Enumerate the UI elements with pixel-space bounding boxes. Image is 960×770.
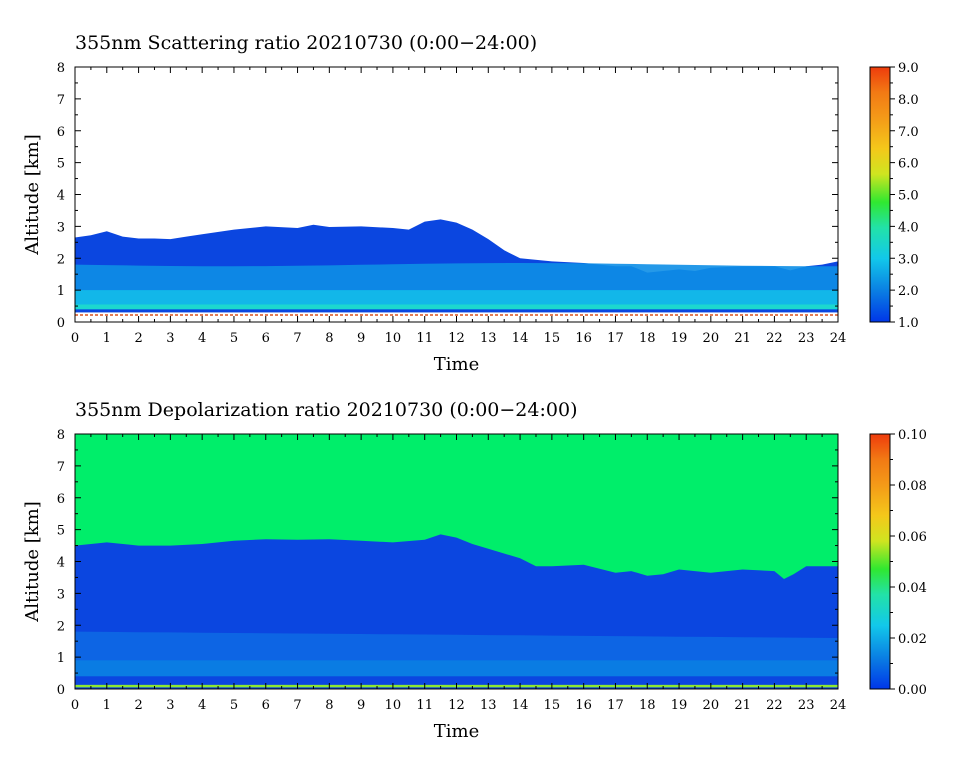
x-tick-label: 16: [575, 331, 592, 346]
x-tick-label: 5: [230, 331, 238, 346]
x-tick-label: 10: [385, 698, 402, 713]
colorbar-tick-label: 0.08: [898, 479, 927, 494]
colorbar-tick-label: 6.0: [898, 157, 919, 172]
x-tick-label: 15: [544, 698, 561, 713]
x-tick-label: 1: [103, 331, 111, 346]
x-tick-label: 15: [544, 331, 561, 346]
chart-panel-2: 355nm Depolarization ratio 20210730 (0:0…: [22, 399, 927, 742]
y-tick-label: 0: [57, 316, 65, 331]
x-tick-label: 6: [262, 331, 270, 346]
x-tick-label: 24: [830, 698, 847, 713]
x-tick-label: 22: [766, 698, 783, 713]
x-tick-label: 8: [325, 331, 333, 346]
y-tick-label: 4: [57, 556, 65, 571]
y-axis-label: Altitude [km]: [22, 134, 43, 256]
x-tick-label: 4: [198, 698, 206, 713]
x-tick-label: 13: [480, 331, 497, 346]
colorbar-tick-label: 0.04: [898, 581, 927, 596]
x-tick-label: 8: [325, 698, 333, 713]
colorbar-tick-label: 5.0: [898, 189, 919, 204]
x-tick-label: 19: [671, 331, 688, 346]
x-tick-label: 3: [166, 698, 174, 713]
y-tick-label: 5: [57, 157, 65, 172]
chart-title: 355nm Scattering ratio 20210730 (0:00−24…: [75, 32, 537, 54]
colorbar-tick-label: 0.10: [898, 428, 927, 443]
x-tick-label: 14: [512, 331, 529, 346]
x-axis-label: Time: [434, 721, 479, 742]
x-tick-label: 10: [385, 331, 402, 346]
y-tick-label: 4: [57, 189, 65, 204]
x-tick-label: 18: [639, 331, 656, 346]
y-tick-label: 5: [57, 524, 65, 539]
x-tick-label: 0: [71, 698, 79, 713]
colorbar-tick-label: 2.0: [898, 284, 919, 299]
colorbar-tick-label: 9.0: [898, 61, 919, 76]
x-tick-label: 2: [134, 698, 142, 713]
colorbar-tick-label: 3.0: [898, 252, 919, 267]
colorbar: [869, 66, 891, 323]
x-tick-label: 16: [575, 698, 592, 713]
y-tick-label: 7: [57, 93, 65, 108]
x-tick-label: 17: [607, 331, 624, 346]
x-tick-label: 22: [766, 331, 783, 346]
x-tick-label: 23: [798, 331, 815, 346]
colorbar-tick-label: 0.02: [898, 632, 927, 647]
x-tick-label: 4: [198, 331, 206, 346]
x-tick-label: 7: [293, 698, 301, 713]
x-tick-label: 5: [230, 698, 238, 713]
colorbar-tick-label: 0.06: [898, 530, 927, 545]
x-tick-label: 6: [262, 698, 270, 713]
colorbar-tick-label: 1.0: [898, 316, 919, 331]
y-tick-label: 1: [57, 284, 65, 299]
chart-panel-1: 355nm Scattering ratio 20210730 (0:00−24…: [22, 32, 919, 375]
x-tick-label: 2: [134, 331, 142, 346]
colorbar-tick-label: 0.00: [898, 683, 927, 698]
x-tick-label: 23: [798, 698, 815, 713]
y-tick-label: 3: [57, 220, 65, 235]
chart-title: 355nm Depolarization ratio 20210730 (0:0…: [75, 399, 577, 421]
x-tick-label: 14: [512, 698, 529, 713]
y-tick-label: 0: [57, 683, 65, 698]
x-tick-label: 12: [448, 698, 465, 713]
y-tick-label: 7: [57, 460, 65, 475]
low-layer-band: [75, 660, 838, 677]
x-tick-label: 3: [166, 331, 174, 346]
x-tick-label: 11: [416, 698, 433, 713]
colorbar: [869, 433, 891, 690]
colorbar-tick-label: 8.0: [898, 93, 919, 108]
x-tick-label: 7: [293, 331, 301, 346]
overlap-gap-band: [75, 309, 838, 313]
y-tick-label: 6: [57, 125, 65, 140]
x-tick-label: 0: [71, 331, 79, 346]
y-tick-label: 3: [57, 587, 65, 602]
x-tick-label: 18: [639, 698, 656, 713]
y-tick-label: 8: [57, 428, 65, 443]
x-tick-label: 19: [671, 698, 688, 713]
near-surface-band: [75, 304, 838, 310]
x-tick-label: 20: [703, 698, 720, 713]
y-tick-label: 8: [57, 61, 65, 76]
y-tick-label: 2: [57, 252, 65, 267]
y-axis-label: Altitude [km]: [22, 501, 43, 623]
x-tick-label: 12: [448, 331, 465, 346]
colorbar-tick-label: 7.0: [898, 125, 919, 140]
x-axis-label: Time: [434, 354, 479, 375]
x-tick-label: 24: [830, 331, 847, 346]
x-tick-label: 9: [357, 698, 365, 713]
x-tick-label: 13: [480, 698, 497, 713]
y-tick-label: 2: [57, 619, 65, 634]
y-tick-label: 1: [57, 651, 65, 666]
x-tick-label: 17: [607, 698, 624, 713]
y-tick-label: 6: [57, 492, 65, 507]
x-tick-label: 20: [703, 331, 720, 346]
x-tick-label: 21: [734, 331, 751, 346]
x-tick-label: 11: [416, 331, 433, 346]
x-tick-label: 9: [357, 331, 365, 346]
x-tick-label: 21: [734, 698, 751, 713]
colorbar-tick-label: 4.0: [898, 220, 919, 235]
x-tick-label: 1: [103, 698, 111, 713]
